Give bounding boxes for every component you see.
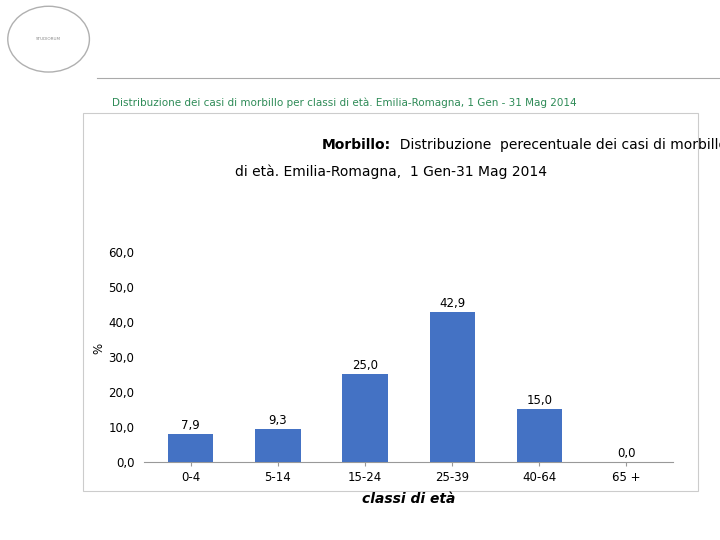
Text: Distribuzione dei casi di morbillo per classi di età. Emilia-Romagna, 1 Gen - 31: Distribuzione dei casi di morbillo per c…: [112, 97, 576, 107]
Text: 9,3: 9,3: [269, 414, 287, 427]
Bar: [430, 312, 474, 462]
Text: 0,0: 0,0: [617, 447, 636, 460]
Bar: [343, 374, 387, 462]
Text: STUDIORUM: STUDIORUM: [36, 37, 61, 41]
Text: 7,9: 7,9: [181, 419, 200, 432]
Text: 42,9: 42,9: [439, 297, 465, 310]
Text: 25,0: 25,0: [352, 360, 378, 373]
Text: ALMA MATER STUDIORUM ~ UNIVERSITÀ DI BOLOGNA: ALMA MATER STUDIORUM ~ UNIVERSITÀ DI BOL…: [203, 515, 467, 525]
Text: di età. Emilia-Romagna,  1 Gen-31 Mag 2014: di età. Emilia-Romagna, 1 Gen-31 Mag 201…: [235, 165, 546, 179]
Bar: [517, 409, 562, 462]
Text: 15,0: 15,0: [526, 394, 552, 407]
Bar: [255, 429, 300, 462]
X-axis label: classi di età: classi di età: [362, 492, 455, 506]
Text: Morbillo:: Morbillo:: [321, 138, 390, 152]
Y-axis label: %: %: [92, 343, 106, 354]
Bar: [168, 434, 213, 462]
Text: Distribuzione  perecentuale dei casi di morbillo per fasce: Distribuzione perecentuale dei casi di m…: [390, 138, 720, 152]
